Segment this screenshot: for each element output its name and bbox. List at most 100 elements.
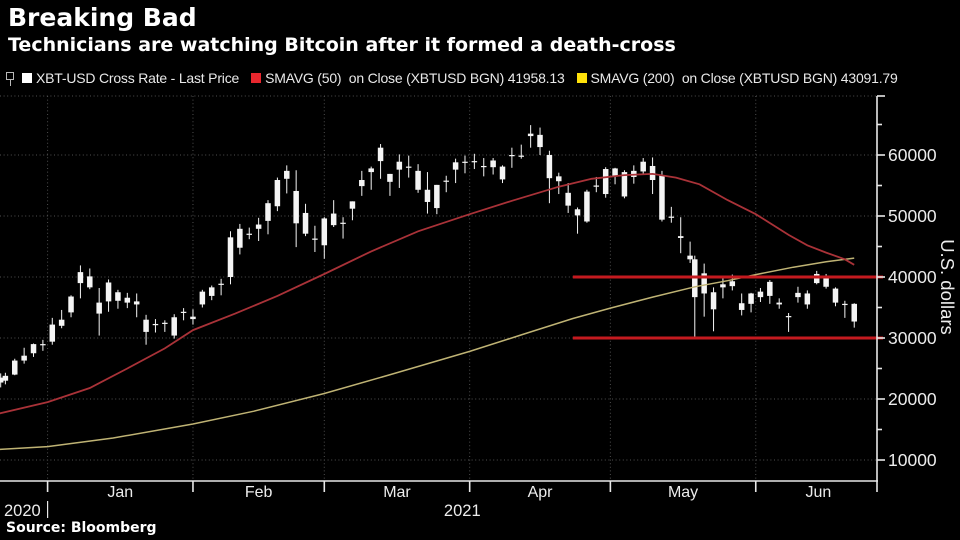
candle — [452, 162, 459, 170]
candle — [152, 323, 159, 326]
candle — [757, 291, 764, 298]
candle — [21, 355, 27, 361]
security-key-icon — [6, 71, 14, 86]
candle — [687, 255, 693, 260]
candle — [584, 191, 590, 222]
x-tick-label-feb: Feb — [245, 484, 273, 501]
candle — [49, 324, 56, 342]
candle — [738, 303, 745, 310]
candle — [143, 319, 149, 332]
candle — [255, 224, 262, 229]
candle — [58, 319, 65, 326]
year-label-2020: 2020 — [4, 502, 41, 520]
gridlines — [0, 95, 877, 481]
candle — [284, 170, 290, 179]
candle — [87, 276, 93, 288]
candle — [785, 316, 792, 318]
candle — [105, 282, 112, 302]
candle — [199, 291, 206, 305]
x-tick-label-jun: Jun — [805, 484, 831, 501]
candle — [462, 161, 468, 163]
candle — [574, 209, 581, 216]
smavg-200-line — [0, 257, 855, 451]
candle — [748, 293, 754, 304]
candle — [434, 184, 440, 209]
candle — [387, 173, 393, 182]
candle — [405, 166, 412, 168]
candle — [471, 161, 478, 163]
candle — [546, 155, 553, 179]
candle — [0, 377, 4, 383]
x-tick-label-jan: Jan — [107, 484, 133, 501]
candle — [377, 147, 384, 162]
x-axis-month-labels: Jan Feb Mar Apr May Jun — [107, 484, 831, 501]
y-axis-title: U.S. dollars — [937, 239, 958, 335]
candle — [729, 281, 736, 287]
candle — [668, 216, 675, 218]
candle — [312, 238, 318, 240]
candle — [349, 201, 356, 209]
candle — [509, 155, 515, 157]
candle — [359, 180, 365, 187]
candle — [246, 233, 253, 235]
y-tick-label: 60000 — [888, 145, 937, 165]
candle — [293, 190, 299, 224]
y-tick-label: 40000 — [888, 267, 937, 287]
candle — [237, 228, 243, 248]
candle — [368, 168, 374, 173]
candle — [842, 303, 848, 306]
candle — [710, 292, 717, 310]
candle — [96, 302, 102, 314]
candle — [443, 180, 449, 182]
legend-label-smavg-200: SMAVG (200) on Close (XBTUSD BGN) 43091.… — [590, 70, 898, 86]
candle — [612, 168, 618, 176]
candle — [659, 175, 665, 220]
smavg-50-swatch — [251, 73, 262, 83]
candle — [593, 185, 600, 187]
candle — [180, 311, 187, 313]
candle — [274, 180, 281, 207]
y-tick-label: 10000 — [888, 450, 937, 470]
candle — [518, 155, 525, 157]
candle — [649, 165, 656, 181]
candle — [851, 303, 857, 322]
y-tick-label: 20000 — [888, 389, 937, 409]
chart-header: Breaking Bad Technicians are watching Bi… — [8, 2, 952, 57]
candle — [115, 292, 121, 301]
x-tick-label-apr: Apr — [528, 484, 554, 501]
candle — [621, 172, 628, 197]
candle — [162, 322, 168, 324]
candle — [602, 169, 609, 195]
candle — [677, 236, 684, 238]
legend-item-smavg-50: SMAVG (50) on Close (XBTUSD BGN) 41958.1… — [251, 70, 565, 86]
candle — [265, 203, 271, 221]
candle — [302, 212, 309, 234]
candle — [30, 344, 37, 354]
candle — [68, 296, 74, 313]
x-tick-label-may: May — [668, 484, 698, 501]
candle — [415, 170, 421, 190]
smavg-50-line — [0, 172, 855, 415]
candle — [218, 283, 224, 285]
y-tick-label: 30000 — [888, 328, 937, 348]
axes: 10000 20000 30000 40000 50000 60000 — [0, 95, 937, 492]
legend-item-smavg-200: SMAVG (200) on Close (XBTUSD BGN) 43091.… — [576, 70, 898, 86]
x-tick-label-mar: Mar — [383, 484, 411, 501]
candle — [396, 161, 403, 170]
legend-item-last-price: XBT-USD Cross Rate - Last Price — [22, 70, 239, 86]
candle — [565, 192, 571, 206]
candle — [490, 160, 496, 168]
candle — [537, 134, 543, 148]
candle — [190, 316, 196, 320]
candle — [77, 272, 84, 284]
candle — [823, 275, 829, 287]
candle — [813, 273, 820, 284]
candle — [767, 281, 773, 296]
candle — [340, 222, 346, 224]
candle — [40, 344, 46, 346]
legend-label-smavg-50: SMAVG (50) on Close (XBTUSD BGN) 41958.1… — [265, 70, 565, 86]
y-tick-label: 50000 — [888, 206, 937, 226]
candle — [330, 213, 337, 226]
candle — [499, 166, 506, 180]
